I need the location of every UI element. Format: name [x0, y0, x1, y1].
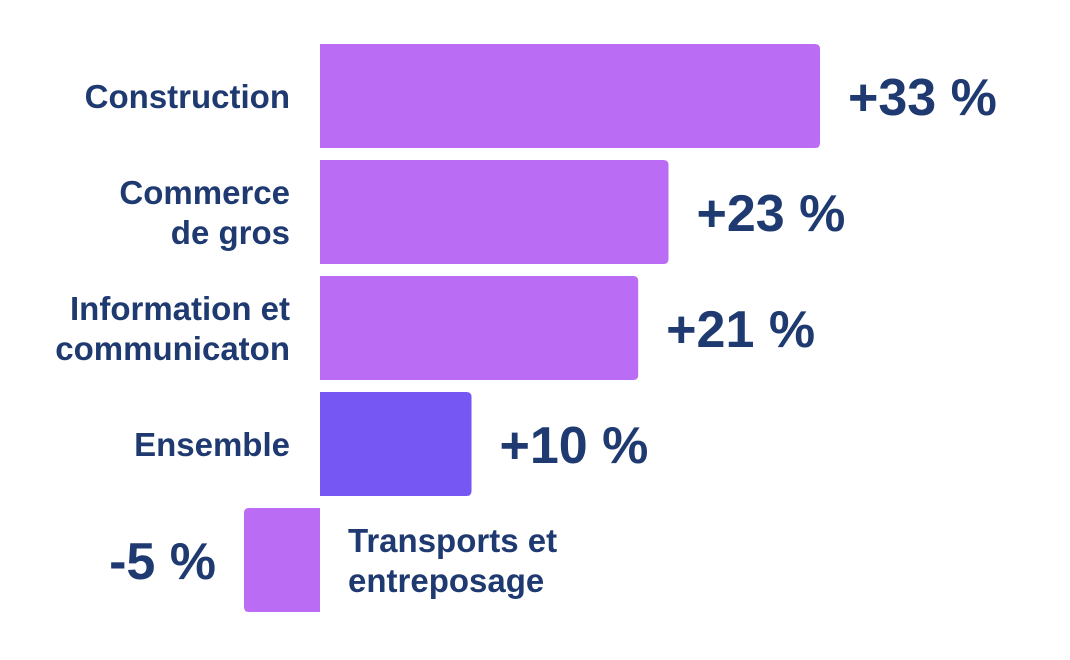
value-label-1: +23 %	[696, 185, 845, 243]
category-label-2-line-0: Information et	[70, 290, 290, 327]
category-label-4: Transports et entreposage	[348, 522, 557, 599]
category-label-3: Ensemble	[134, 426, 290, 463]
bar-0	[320, 44, 820, 148]
category-label-2-line-1: communicaton	[55, 330, 290, 367]
category-label-4-line-0: Transports et	[348, 522, 557, 559]
bar-4	[244, 508, 320, 612]
value-label-4: -5 %	[109, 533, 216, 591]
category-label-1-line-1: de gros	[171, 214, 290, 251]
category-label-0-line-0: Construction	[85, 78, 290, 115]
value-label-2: +21 %	[666, 301, 815, 359]
category-label-1: Commerce de gros	[119, 174, 290, 251]
category-label-2: Information et communicaton	[55, 290, 290, 367]
bar-3	[320, 392, 472, 496]
category-label-0: Construction	[85, 78, 290, 115]
value-label-3: +10 %	[500, 417, 649, 475]
value-label-0: +33 %	[848, 69, 997, 127]
bar-2	[320, 276, 639, 380]
bar-1	[320, 160, 669, 264]
category-label-4-line-1: entreposage	[348, 562, 544, 599]
category-label-1-line-0: Commerce	[119, 174, 290, 211]
category-label-3-line-0: Ensemble	[134, 426, 290, 463]
